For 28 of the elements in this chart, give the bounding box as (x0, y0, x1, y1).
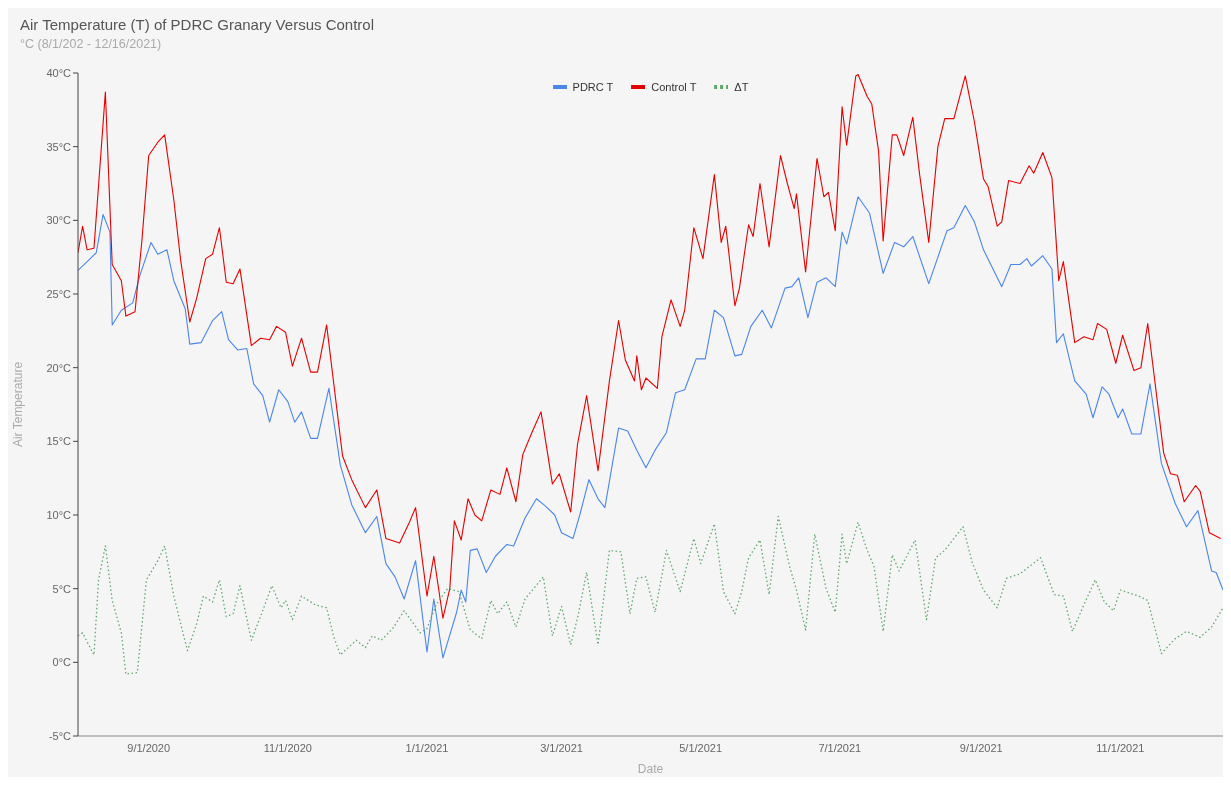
line-series (78, 515, 1223, 675)
x-tick-label: 11/1/2020 (263, 741, 312, 754)
legend-label: ΔT (734, 81, 749, 93)
line-series (78, 196, 1223, 659)
x-tick-label: 3/1/2021 (540, 741, 583, 754)
x-tick-label: 9/1/2021 (959, 741, 1003, 754)
y-tick-label: 15°C (46, 435, 72, 448)
y-tick-label: 40°C (46, 66, 72, 79)
y-tick-label: 5°C (52, 582, 72, 595)
x-tick-label: 7/1/2021 (818, 741, 862, 754)
y-tick-label: 0°C (52, 656, 72, 669)
line-series (78, 73, 1222, 619)
legend-label: Control T (651, 81, 697, 93)
y-axis-title: Air Temperature (11, 361, 26, 448)
x-axis-title: Date (637, 762, 664, 776)
chart-title: Air Temperature (T) of PDRC Granary Versus Control (20, 16, 375, 33)
y-tick-label: 10°C (46, 508, 72, 521)
x-tick-label: 5/1/2021 (679, 741, 723, 754)
legend-label: PDRC T (572, 81, 614, 93)
x-tick-label: 1/1/2021 (405, 741, 449, 754)
x-tick-label: 11/1/2021 (1096, 741, 1145, 754)
y-tick-label: 35°C (46, 140, 72, 153)
y-tick-label: 20°C (46, 361, 72, 374)
y-tick-label: -5°C (48, 729, 72, 742)
chart-subtitle: °C (8/1/202 - 12/16/2021) (20, 37, 162, 51)
x-tick-label: 9/1/2020 (127, 741, 171, 754)
y-tick-label: 25°C (46, 287, 72, 300)
y-tick-label: 30°C (46, 214, 72, 227)
